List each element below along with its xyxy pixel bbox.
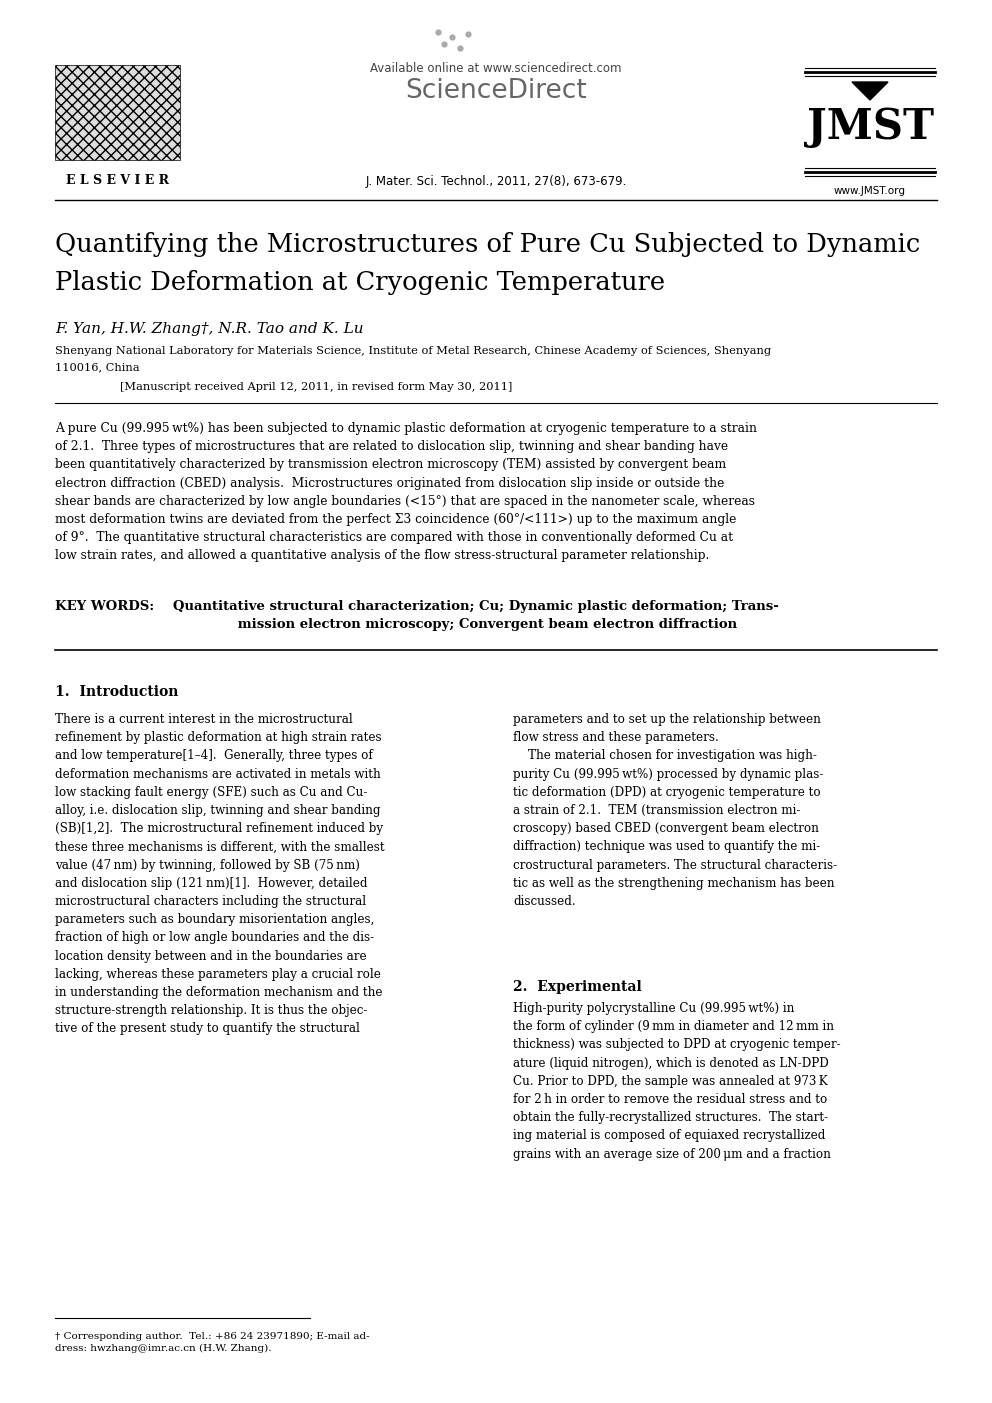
Text: [Manuscript received April 12, 2011, in revised form May 30, 2011]: [Manuscript received April 12, 2011, in … xyxy=(120,382,513,391)
Text: ScienceDirect: ScienceDirect xyxy=(405,79,587,104)
Text: E L S E V I E R: E L S E V I E R xyxy=(66,174,169,187)
Text: High-purity polycrystalline Cu (99.995 wt%) in
the form of cylinder (9 mm in dia: High-purity polycrystalline Cu (99.995 w… xyxy=(513,1002,840,1160)
Text: parameters and to set up the relationship between
flow stress and these paramete: parameters and to set up the relationshi… xyxy=(513,713,837,908)
Text: There is a current interest in the microstructural
refinement by plastic deforma: There is a current interest in the micro… xyxy=(55,713,385,1035)
Text: F. Yan, H.W. Zhang†, N.R. Tao and K. Lu: F. Yan, H.W. Zhang†, N.R. Tao and K. Lu xyxy=(55,323,364,335)
Text: Shenyang National Laboratory for Materials Science, Institute of Metal Research,: Shenyang National Laboratory for Materia… xyxy=(55,347,771,356)
Text: 1.  Introduction: 1. Introduction xyxy=(55,685,179,699)
Text: † Corresponding author.  Tel.: +86 24 23971890; E-mail ad-
dress: hwzhang@imr.ac: † Corresponding author. Tel.: +86 24 239… xyxy=(55,1331,370,1352)
Text: 110016, China: 110016, China xyxy=(55,362,140,372)
Text: Quantitative structural characterization; Cu; Dynamic plastic deformation; Trans: Quantitative structural characterization… xyxy=(173,600,779,631)
Text: A pure Cu (99.995 wt%) has been subjected to dynamic plastic deformation at cryo: A pure Cu (99.995 wt%) has been subjecte… xyxy=(55,422,757,563)
Text: J. Mater. Sci. Technol., 2011, 27(8), 673-679.: J. Mater. Sci. Technol., 2011, 27(8), 67… xyxy=(365,175,627,188)
Polygon shape xyxy=(852,81,888,100)
Text: 2.  Experimental: 2. Experimental xyxy=(513,981,642,993)
Text: JMST: JMST xyxy=(806,107,933,147)
Text: KEY WORDS:: KEY WORDS: xyxy=(55,600,154,613)
Text: Plastic Deformation at Cryogenic Temperature: Plastic Deformation at Cryogenic Tempera… xyxy=(55,269,665,295)
Text: Quantifying the Microstructures of Pure Cu Subjected to Dynamic: Quantifying the Microstructures of Pure … xyxy=(55,231,921,257)
Bar xyxy=(55,65,180,160)
Text: Available online at www.sciencedirect.com: Available online at www.sciencedirect.co… xyxy=(370,62,622,74)
Text: www.JMST.org: www.JMST.org xyxy=(834,187,906,196)
